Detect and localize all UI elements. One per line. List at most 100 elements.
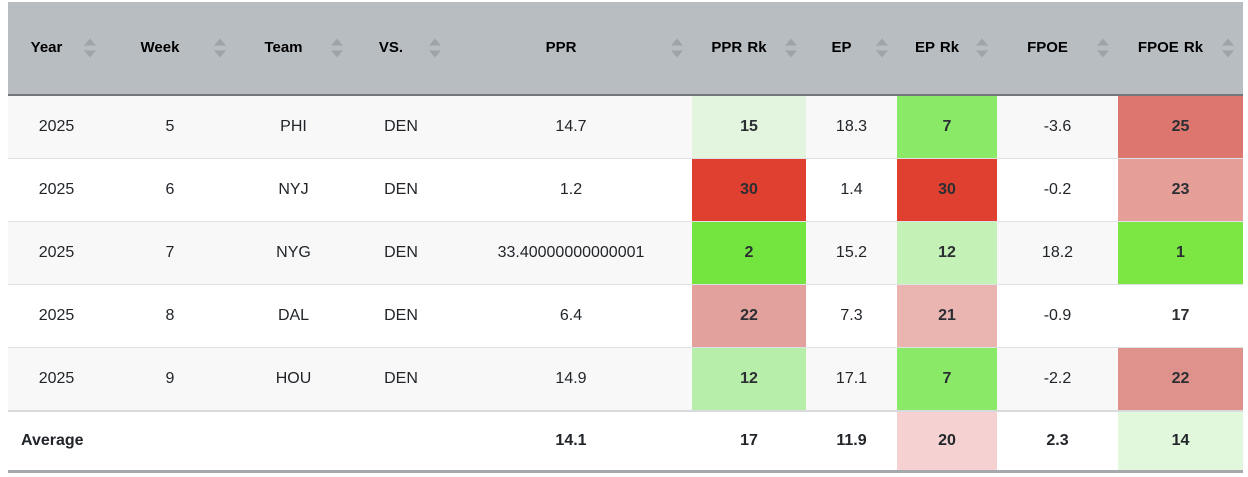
column-header-year[interactable]: Year	[8, 2, 105, 96]
sort-asc-icon[interactable]	[1097, 38, 1109, 46]
cell-fpoe_rk: 22	[1118, 347, 1243, 412]
cell-ppr: 33.40000000000001	[450, 221, 692, 285]
sort-icons[interactable]	[785, 38, 797, 58]
cell-ep: 15.2	[806, 221, 897, 285]
sort-asc-icon[interactable]	[1222, 38, 1234, 46]
sort-desc-icon[interactable]	[331, 50, 343, 58]
cell-fpoe: -2.2	[997, 347, 1118, 412]
cell-ppr_rk: 30	[692, 158, 806, 222]
average-cell-fpoe: 2.3	[997, 410, 1118, 472]
cell-ppr_rk: 2	[692, 221, 806, 285]
sort-desc-icon[interactable]	[785, 50, 797, 58]
cell-team: NYJ	[235, 158, 352, 222]
sort-asc-icon[interactable]	[429, 38, 441, 46]
cell-fpoe: -3.6	[997, 95, 1118, 159]
average-label: Average	[8, 410, 450, 472]
cell-vs: DEN	[352, 158, 450, 222]
stats-table-container: Year Week Team VS. PPR PPR Rk EP EP Rk FPOE FPOE …	[8, 2, 1243, 473]
table-header: Year Week Team VS. PPR PPR Rk EP EP Rk FPOE FPOE …	[8, 2, 1243, 96]
cell-ep_rk: 7	[897, 95, 997, 159]
column-header-label: EP Rk	[914, 39, 960, 57]
cell-team: DAL	[235, 284, 352, 348]
cell-ep_rk: 21	[897, 284, 997, 348]
cell-week: 9	[105, 347, 235, 412]
cell-team: HOU	[235, 347, 352, 412]
cell-vs: DEN	[352, 347, 450, 412]
stats-table: Year Week Team VS. PPR PPR Rk EP EP Rk FPOE FPOE …	[8, 2, 1243, 473]
cell-vs: DEN	[352, 221, 450, 285]
cell-year: 2025	[8, 347, 105, 412]
cell-team: NYG	[235, 221, 352, 285]
cell-fpoe_rk: 23	[1118, 158, 1243, 222]
sort-asc-icon[interactable]	[976, 38, 988, 46]
sort-icons[interactable]	[429, 38, 441, 58]
column-header-ep[interactable]: EP	[806, 2, 897, 96]
sort-asc-icon[interactable]	[785, 38, 797, 46]
sort-icons[interactable]	[671, 38, 683, 58]
column-header-ppr[interactable]: PPR	[450, 2, 692, 96]
column-header-fpoe_rk[interactable]: FPOE Rk	[1118, 2, 1243, 96]
sort-desc-icon[interactable]	[429, 50, 441, 58]
cell-vs: DEN	[352, 95, 450, 159]
table-row: 2025 6 NYJ DEN 1.2 30 1.4 30 -0.2 23	[8, 158, 1243, 222]
column-header-label: FPOE	[1027, 39, 1068, 57]
cell-ep: 1.4	[806, 158, 897, 222]
sort-asc-icon[interactable]	[331, 38, 343, 46]
sort-desc-icon[interactable]	[671, 50, 683, 58]
cell-ppr: 1.2	[450, 158, 692, 222]
cell-ep_rk: 7	[897, 347, 997, 412]
sort-icons[interactable]	[876, 38, 888, 58]
cell-year: 2025	[8, 284, 105, 348]
cell-ppr: 6.4	[450, 284, 692, 348]
average-cell-fpoe_rk: 14	[1118, 410, 1243, 472]
sort-desc-icon[interactable]	[976, 50, 988, 58]
sort-desc-icon[interactable]	[1222, 50, 1234, 58]
table-row: 2025 5 PHI DEN 14.7 15 18.3 7 -3.6 25	[8, 95, 1243, 159]
sort-icons[interactable]	[976, 38, 988, 58]
cell-ep_rk: 12	[897, 221, 997, 285]
sort-icons[interactable]	[1097, 38, 1109, 58]
column-header-vs[interactable]: VS.	[352, 2, 450, 96]
sort-asc-icon[interactable]	[214, 38, 226, 46]
cell-fpoe: 18.2	[997, 221, 1118, 285]
column-header-label: PPR	[545, 39, 577, 57]
sort-desc-icon[interactable]	[84, 50, 96, 58]
sort-desc-icon[interactable]	[214, 50, 226, 58]
column-header-label: Year	[30, 39, 63, 57]
cell-ep: 17.1	[806, 347, 897, 412]
cell-week: 8	[105, 284, 235, 348]
cell-ep: 7.3	[806, 284, 897, 348]
cell-fpoe_rk: 25	[1118, 95, 1243, 159]
cell-ep: 18.3	[806, 95, 897, 159]
table-body: 2025 5 PHI DEN 14.7 15 18.3 7 -3.6 25 2025 6 NYJ DEN 1…	[8, 95, 1243, 412]
average-cell-ep: 11.9	[806, 410, 897, 472]
column-header-label: PPR Rk	[711, 39, 767, 57]
sort-icons[interactable]	[331, 38, 343, 58]
sort-desc-icon[interactable]	[876, 50, 888, 58]
cell-ppr: 14.9	[450, 347, 692, 412]
sort-icons[interactable]	[214, 38, 226, 58]
column-header-label: FPOE Rk	[1137, 39, 1204, 57]
cell-fpoe_rk: 1	[1118, 221, 1243, 285]
cell-fpoe: -0.2	[997, 158, 1118, 222]
column-header-week[interactable]: Week	[105, 2, 235, 96]
cell-week: 7	[105, 221, 235, 285]
cell-year: 2025	[8, 158, 105, 222]
column-header-team[interactable]: Team	[235, 2, 352, 96]
sort-icons[interactable]	[1222, 38, 1234, 58]
column-header-fpoe[interactable]: FPOE	[997, 2, 1118, 96]
sort-icons[interactable]	[84, 38, 96, 58]
column-header-ep_rk[interactable]: EP Rk	[897, 2, 997, 96]
cell-ep_rk: 30	[897, 158, 997, 222]
sort-desc-icon[interactable]	[1097, 50, 1109, 58]
sort-asc-icon[interactable]	[876, 38, 888, 46]
cell-year: 2025	[8, 95, 105, 159]
sort-asc-icon[interactable]	[671, 38, 683, 46]
sort-asc-icon[interactable]	[84, 38, 96, 46]
table-row: 2025 8 DAL DEN 6.4 22 7.3 21 -0.9 17	[8, 284, 1243, 348]
cell-ppr_rk: 15	[692, 95, 806, 159]
cell-team: PHI	[235, 95, 352, 159]
cell-vs: DEN	[352, 284, 450, 348]
column-header-label: VS.	[378, 39, 404, 57]
column-header-ppr_rk[interactable]: PPR Rk	[692, 2, 806, 96]
